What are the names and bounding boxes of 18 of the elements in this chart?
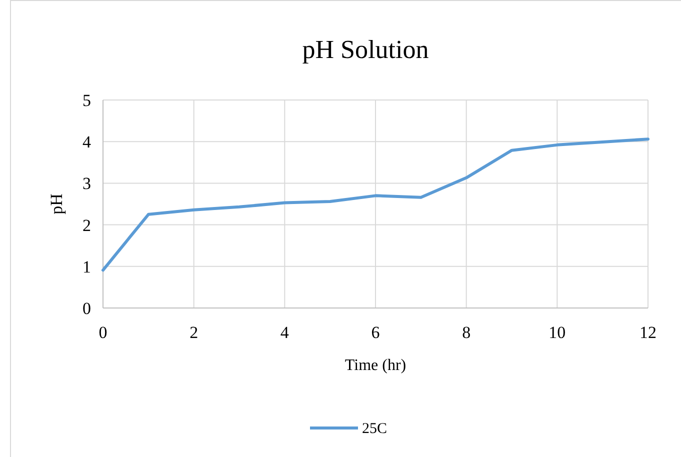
x-axis-title: Time (hr)	[344, 357, 406, 374]
y-tick-label: 3	[82, 174, 91, 194]
x-tick-label: 10	[548, 323, 566, 342]
x-tick-label: 0	[98, 323, 108, 342]
line-series	[102, 138, 650, 272]
x-tick-label: 2	[190, 323, 198, 342]
x-tick-label: 4	[280, 323, 290, 342]
y-tick-label: 0	[82, 299, 91, 318]
legend-label: 25C	[362, 421, 388, 437]
y-tick-label: 1	[82, 257, 91, 276]
y-tick-label: 4	[82, 132, 92, 152]
x-tick-label: 6	[371, 323, 380, 342]
chart-title: pH Solution	[302, 35, 429, 64]
y-tick-label: 5	[82, 91, 91, 110]
x-tick-label: 8	[462, 323, 471, 342]
y-tick-label: 2	[82, 216, 91, 235]
x-tick-label: 12	[640, 323, 656, 342]
y-axis-title: pH	[47, 194, 66, 214]
